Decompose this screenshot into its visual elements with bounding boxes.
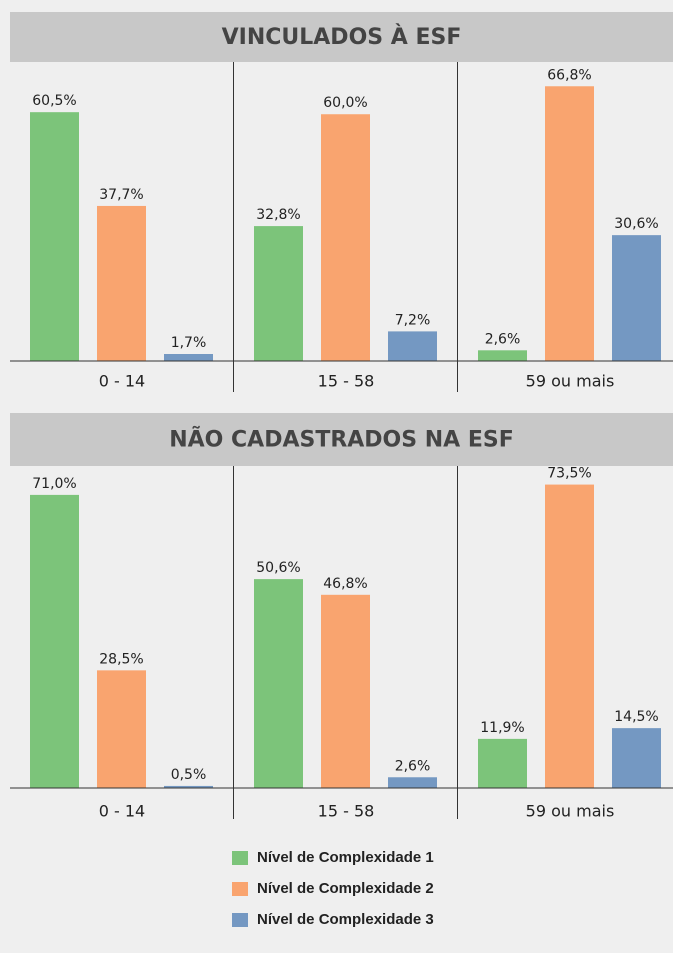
bar: [164, 354, 213, 361]
x-tick-label: 59 ou mais: [526, 372, 615, 391]
data-label: 73,5%: [547, 466, 591, 482]
legend-label: Nível de Complexidade 1: [257, 849, 434, 866]
legend-label: Nível de Complexidade 2: [257, 880, 434, 897]
bar: [97, 205, 146, 361]
legend-swatch: [232, 851, 248, 865]
bar: [164, 785, 213, 788]
data-label: 11,9%: [480, 720, 524, 736]
legend-swatch: [232, 882, 248, 896]
bar: [30, 494, 79, 788]
data-label: 1,7%: [171, 335, 207, 351]
data-label: 2,6%: [485, 331, 521, 347]
data-label: 46,8%: [323, 576, 367, 592]
legend-label: Nível de Complexidade 3: [257, 911, 434, 928]
bar: [30, 112, 79, 362]
chart-title: NÃO CADASTRADOS NA ESF: [169, 427, 514, 453]
x-tick-label: 15 - 58: [318, 802, 375, 821]
bar: [545, 86, 594, 361]
data-label: 7,2%: [395, 312, 431, 328]
data-label: 60,0%: [323, 95, 367, 111]
header-band: [10, 12, 673, 62]
legend-swatch: [232, 913, 248, 927]
data-label: 2,6%: [395, 758, 431, 774]
bar: [612, 235, 661, 361]
bar: [254, 226, 303, 361]
data-label: 50,6%: [256, 560, 300, 576]
x-tick-label: 15 - 58: [318, 372, 375, 391]
data-label: 30,6%: [614, 216, 658, 232]
data-label: 28,5%: [99, 651, 143, 667]
bar: [254, 579, 303, 788]
data-label: 60,5%: [32, 93, 76, 109]
data-label: 0,5%: [171, 767, 207, 783]
bar: [545, 484, 594, 788]
x-tick-label: 59 ou mais: [526, 802, 615, 821]
bar: [612, 728, 661, 788]
chart-title: VINCULADOS À ESF: [222, 24, 462, 50]
data-label: 32,8%: [256, 207, 300, 223]
bar: [321, 114, 370, 362]
bar: [388, 331, 437, 361]
data-label: 37,7%: [99, 187, 143, 203]
bar: [321, 594, 370, 788]
x-tick-label: 0 - 14: [99, 802, 145, 821]
bar: [388, 777, 437, 788]
x-tick-label: 0 - 14: [99, 372, 145, 391]
bar: [97, 670, 146, 788]
bar: [478, 350, 527, 361]
data-label: 66,8%: [547, 67, 591, 83]
data-label: 71,0%: [32, 476, 76, 492]
bar: [478, 738, 527, 788]
data-label: 14,5%: [614, 709, 658, 725]
header-band: [10, 413, 673, 466]
